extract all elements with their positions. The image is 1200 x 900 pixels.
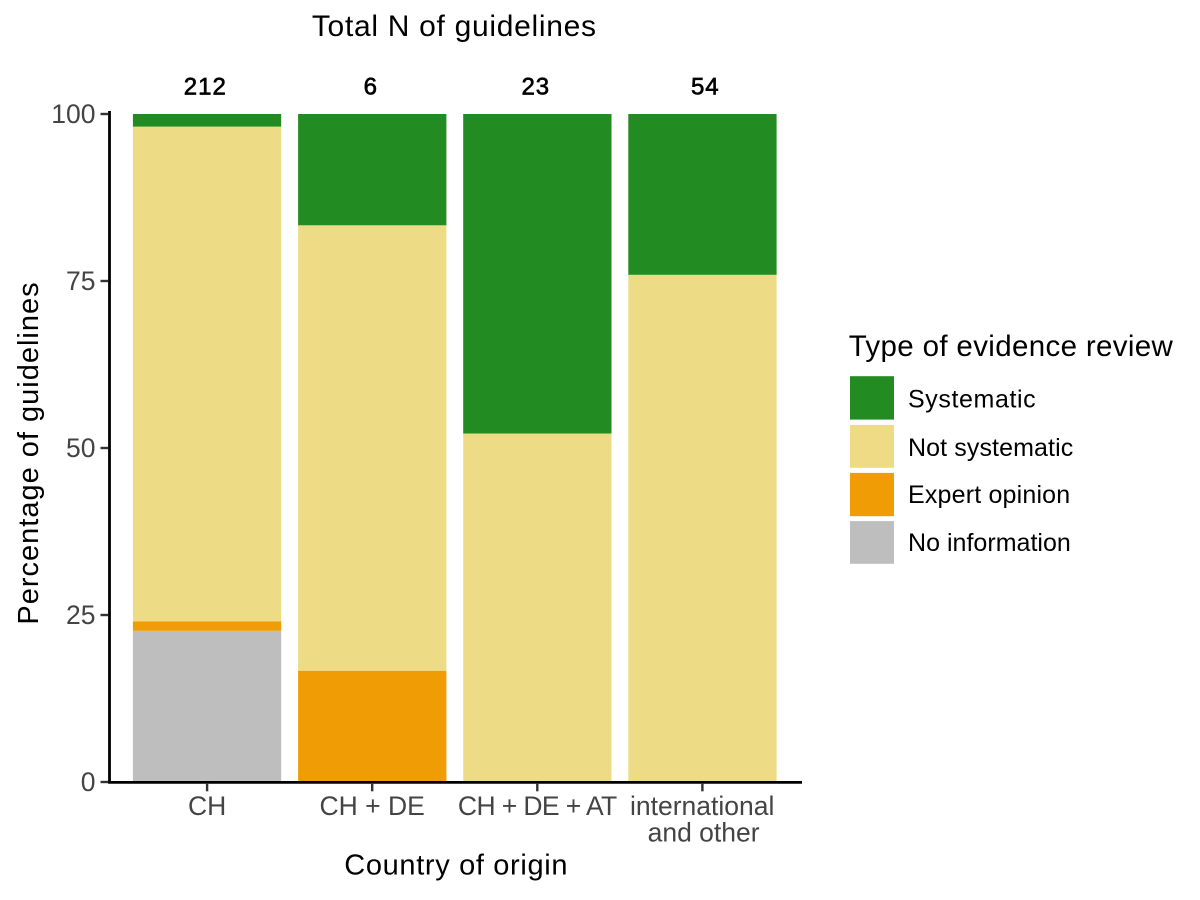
svg-text:54: 54: [691, 74, 720, 101]
svg-text:Expert opinion: Expert opinion: [908, 481, 1070, 509]
svg-text:100: 100: [51, 99, 95, 129]
svg-text:6: 6: [364, 74, 378, 101]
svg-text:CH + DE + AT: CH + DE + AT: [458, 791, 617, 821]
svg-text:0: 0: [81, 767, 96, 797]
svg-text:international: international: [630, 791, 774, 821]
svg-text:CH + DE: CH + DE: [320, 791, 425, 821]
svg-text:Not systematic: Not systematic: [908, 434, 1073, 462]
svg-text:25: 25: [66, 600, 95, 630]
svg-text:Systematic: Systematic: [908, 386, 1036, 414]
svg-text:Total N of guidelines: Total N of guidelines: [312, 10, 597, 43]
svg-text:No information: No information: [908, 529, 1071, 557]
svg-text:Country of origin: Country of origin: [344, 850, 568, 882]
svg-text:Type of evidence review: Type of evidence review: [849, 330, 1174, 363]
svg-text:212: 212: [184, 74, 227, 101]
svg-text:CH: CH: [188, 791, 226, 821]
svg-text:75: 75: [66, 266, 95, 296]
svg-text:and other: and other: [648, 817, 760, 847]
svg-text:Percentage of guidelines: Percentage of guidelines: [13, 281, 45, 624]
svg-text:50: 50: [66, 433, 95, 463]
svg-text:23: 23: [521, 74, 550, 101]
